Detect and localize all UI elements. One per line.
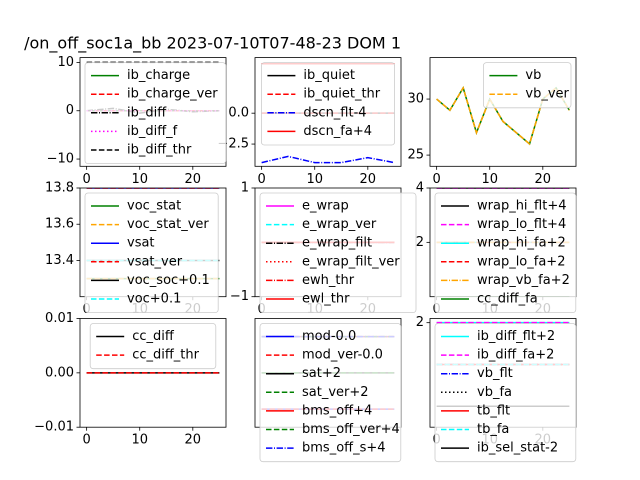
legend-label: ewl_thr bbox=[302, 292, 350, 307]
x-tick-label: 10 bbox=[131, 433, 148, 448]
legend-label: vb_fa bbox=[477, 385, 512, 400]
y-tick-label: 0 bbox=[66, 103, 74, 118]
y-tick-label: −0.01 bbox=[34, 420, 74, 435]
legend-label: vb_ver bbox=[525, 87, 569, 102]
legend-label: wrap_hi_flt+4 bbox=[477, 199, 567, 214]
legend-label: cc_diff bbox=[132, 329, 175, 344]
legend-label: vb_flt bbox=[477, 366, 513, 381]
axes-frame bbox=[429, 57, 577, 167]
legend-box bbox=[434, 323, 577, 463]
legend: vb vb_ver bbox=[482, 62, 572, 109]
legend-label: dscn_fa+4 bbox=[303, 124, 372, 139]
legend-label: ib_charge bbox=[127, 68, 190, 83]
y-tick-label: 2 bbox=[416, 315, 424, 330]
x-tick-label: 20 bbox=[185, 172, 202, 187]
legend-box bbox=[84, 62, 227, 164]
legend-label: ib_diff_flt+2 bbox=[477, 329, 555, 344]
figure-title: /on_off_soc1a_bb 2023-07-10T07-48-23 DOM… bbox=[24, 34, 401, 54]
legend-label: ib_diff_f bbox=[127, 124, 178, 139]
legend-label: wrap_hi_fa+2 bbox=[477, 236, 566, 251]
y-tick-label: 4 bbox=[416, 181, 424, 196]
x-tick-label: 20 bbox=[185, 433, 202, 448]
legend: wrap_hi_flt+4 wrap_lo_flt+4 wrap_hi_fa+2wr… bbox=[434, 192, 577, 313]
y-tick-label: 0.0 bbox=[228, 106, 249, 121]
x-tick-label: 0 bbox=[257, 172, 265, 187]
legend-label: voc_stat bbox=[127, 199, 181, 214]
legend: ib_charge ib_charge_ver ib_diff ib_diff_fib… bbox=[84, 62, 227, 164]
legend-label: sat_ver+2 bbox=[302, 385, 369, 400]
legend-box bbox=[434, 192, 577, 313]
legend: e_wrap e_wrap_ver e_wrap_filt e_wrap_filt_v… bbox=[259, 192, 417, 313]
legend-label: ib_diff bbox=[127, 105, 167, 120]
legend-box bbox=[259, 323, 402, 463]
x-tick-label: 10 bbox=[131, 172, 148, 187]
legend-label: cc_diff_fa bbox=[477, 292, 538, 307]
legend-label: bms_off_s+4 bbox=[302, 441, 386, 456]
legend-label: ib_charge_ver bbox=[127, 87, 218, 102]
legend-label: e_wrap_filt bbox=[302, 236, 372, 251]
legend-label: dscn_flt-4 bbox=[303, 105, 366, 120]
legend-label: vb bbox=[525, 68, 541, 83]
y-tick-label: 0.00 bbox=[45, 365, 74, 380]
legend-label: tb_flt bbox=[477, 403, 510, 418]
legend-label: e_wrap_ver bbox=[302, 217, 377, 232]
x-tick-label: 0 bbox=[82, 433, 90, 448]
legend-label: wrap_lo_fa+2 bbox=[477, 254, 565, 269]
legend-box bbox=[259, 192, 417, 313]
legend-label: sat+2 bbox=[302, 366, 341, 381]
legend: ib_diff_flt+2 ib_diff_fa+2 vb_flt vb_fa tb_f… bbox=[434, 323, 577, 463]
y-tick-label: 25 bbox=[407, 148, 424, 163]
legend-label: bms_off+4 bbox=[302, 403, 372, 418]
legend-label: bms_off_ver+4 bbox=[302, 422, 400, 437]
series-line bbox=[261, 155, 395, 164]
legend-label: ib_diff_thr bbox=[127, 143, 192, 158]
y-tick-label: 13.6 bbox=[45, 217, 74, 232]
y-tick-label: 13.8 bbox=[45, 181, 74, 196]
legend-label: ib_quiet bbox=[303, 68, 355, 83]
y-tick-label: 10 bbox=[57, 55, 74, 70]
legend-label: vsat_ver bbox=[127, 254, 183, 269]
legend-label: cc_diff_thr bbox=[132, 348, 199, 363]
y-tick-label: −10 bbox=[47, 152, 74, 167]
y-tick-label: 13.4 bbox=[45, 253, 74, 268]
legend-label: voc_soc+0.1 bbox=[127, 273, 210, 288]
legend-label: voc_stat_ver bbox=[127, 217, 209, 232]
legend-label: wrap_vb_fa+2 bbox=[477, 273, 570, 288]
legend-label: ewh_thr bbox=[302, 273, 355, 288]
legend-box bbox=[482, 62, 572, 109]
x-tick-label: 0 bbox=[432, 172, 440, 187]
legend-label: tb_fa bbox=[477, 422, 509, 437]
legend-box bbox=[260, 62, 395, 146]
legend: ib_quiet ib_quiet_thr dscn_flt-4 dscn_fa+4 bbox=[260, 62, 395, 146]
legend-label: ib_diff_fa+2 bbox=[477, 348, 554, 363]
legend-label: voc+0.1 bbox=[127, 292, 181, 307]
legend-box bbox=[84, 192, 219, 313]
legend-box bbox=[89, 323, 217, 370]
y-tick-label: 0.01 bbox=[45, 311, 74, 326]
legend-label: e_wrap_filt_ver bbox=[302, 254, 400, 269]
y-tick-label: 2 bbox=[416, 235, 424, 250]
legend-label: vsat bbox=[127, 236, 155, 251]
legend-label: ib_sel_stat-2 bbox=[477, 441, 558, 456]
legend: mod-0.0 mod_ver-0.0 sat+2 sat_ver+2 bms_off+… bbox=[259, 323, 402, 463]
y-tick-label: −1 bbox=[230, 289, 249, 304]
x-tick-label: 0 bbox=[82, 172, 90, 187]
legend-label: mod-0.0 bbox=[302, 329, 356, 344]
y-tick-label: 1 bbox=[241, 181, 249, 196]
axes-frame bbox=[254, 57, 402, 167]
legend-label: e_wrap bbox=[302, 199, 349, 214]
x-tick-label: 10 bbox=[481, 172, 498, 187]
legend-label: wrap_lo_flt+4 bbox=[477, 217, 566, 232]
legend-label: mod_ver-0.0 bbox=[302, 348, 383, 363]
x-tick-label: 20 bbox=[360, 172, 377, 187]
x-tick-label: 10 bbox=[306, 172, 323, 187]
legend: cc_diff cc_diff_thr bbox=[89, 323, 217, 370]
x-tick-label: 20 bbox=[535, 172, 552, 187]
legend-label: ib_quiet_thr bbox=[303, 87, 380, 102]
y-tick-label: 30 bbox=[407, 92, 424, 107]
